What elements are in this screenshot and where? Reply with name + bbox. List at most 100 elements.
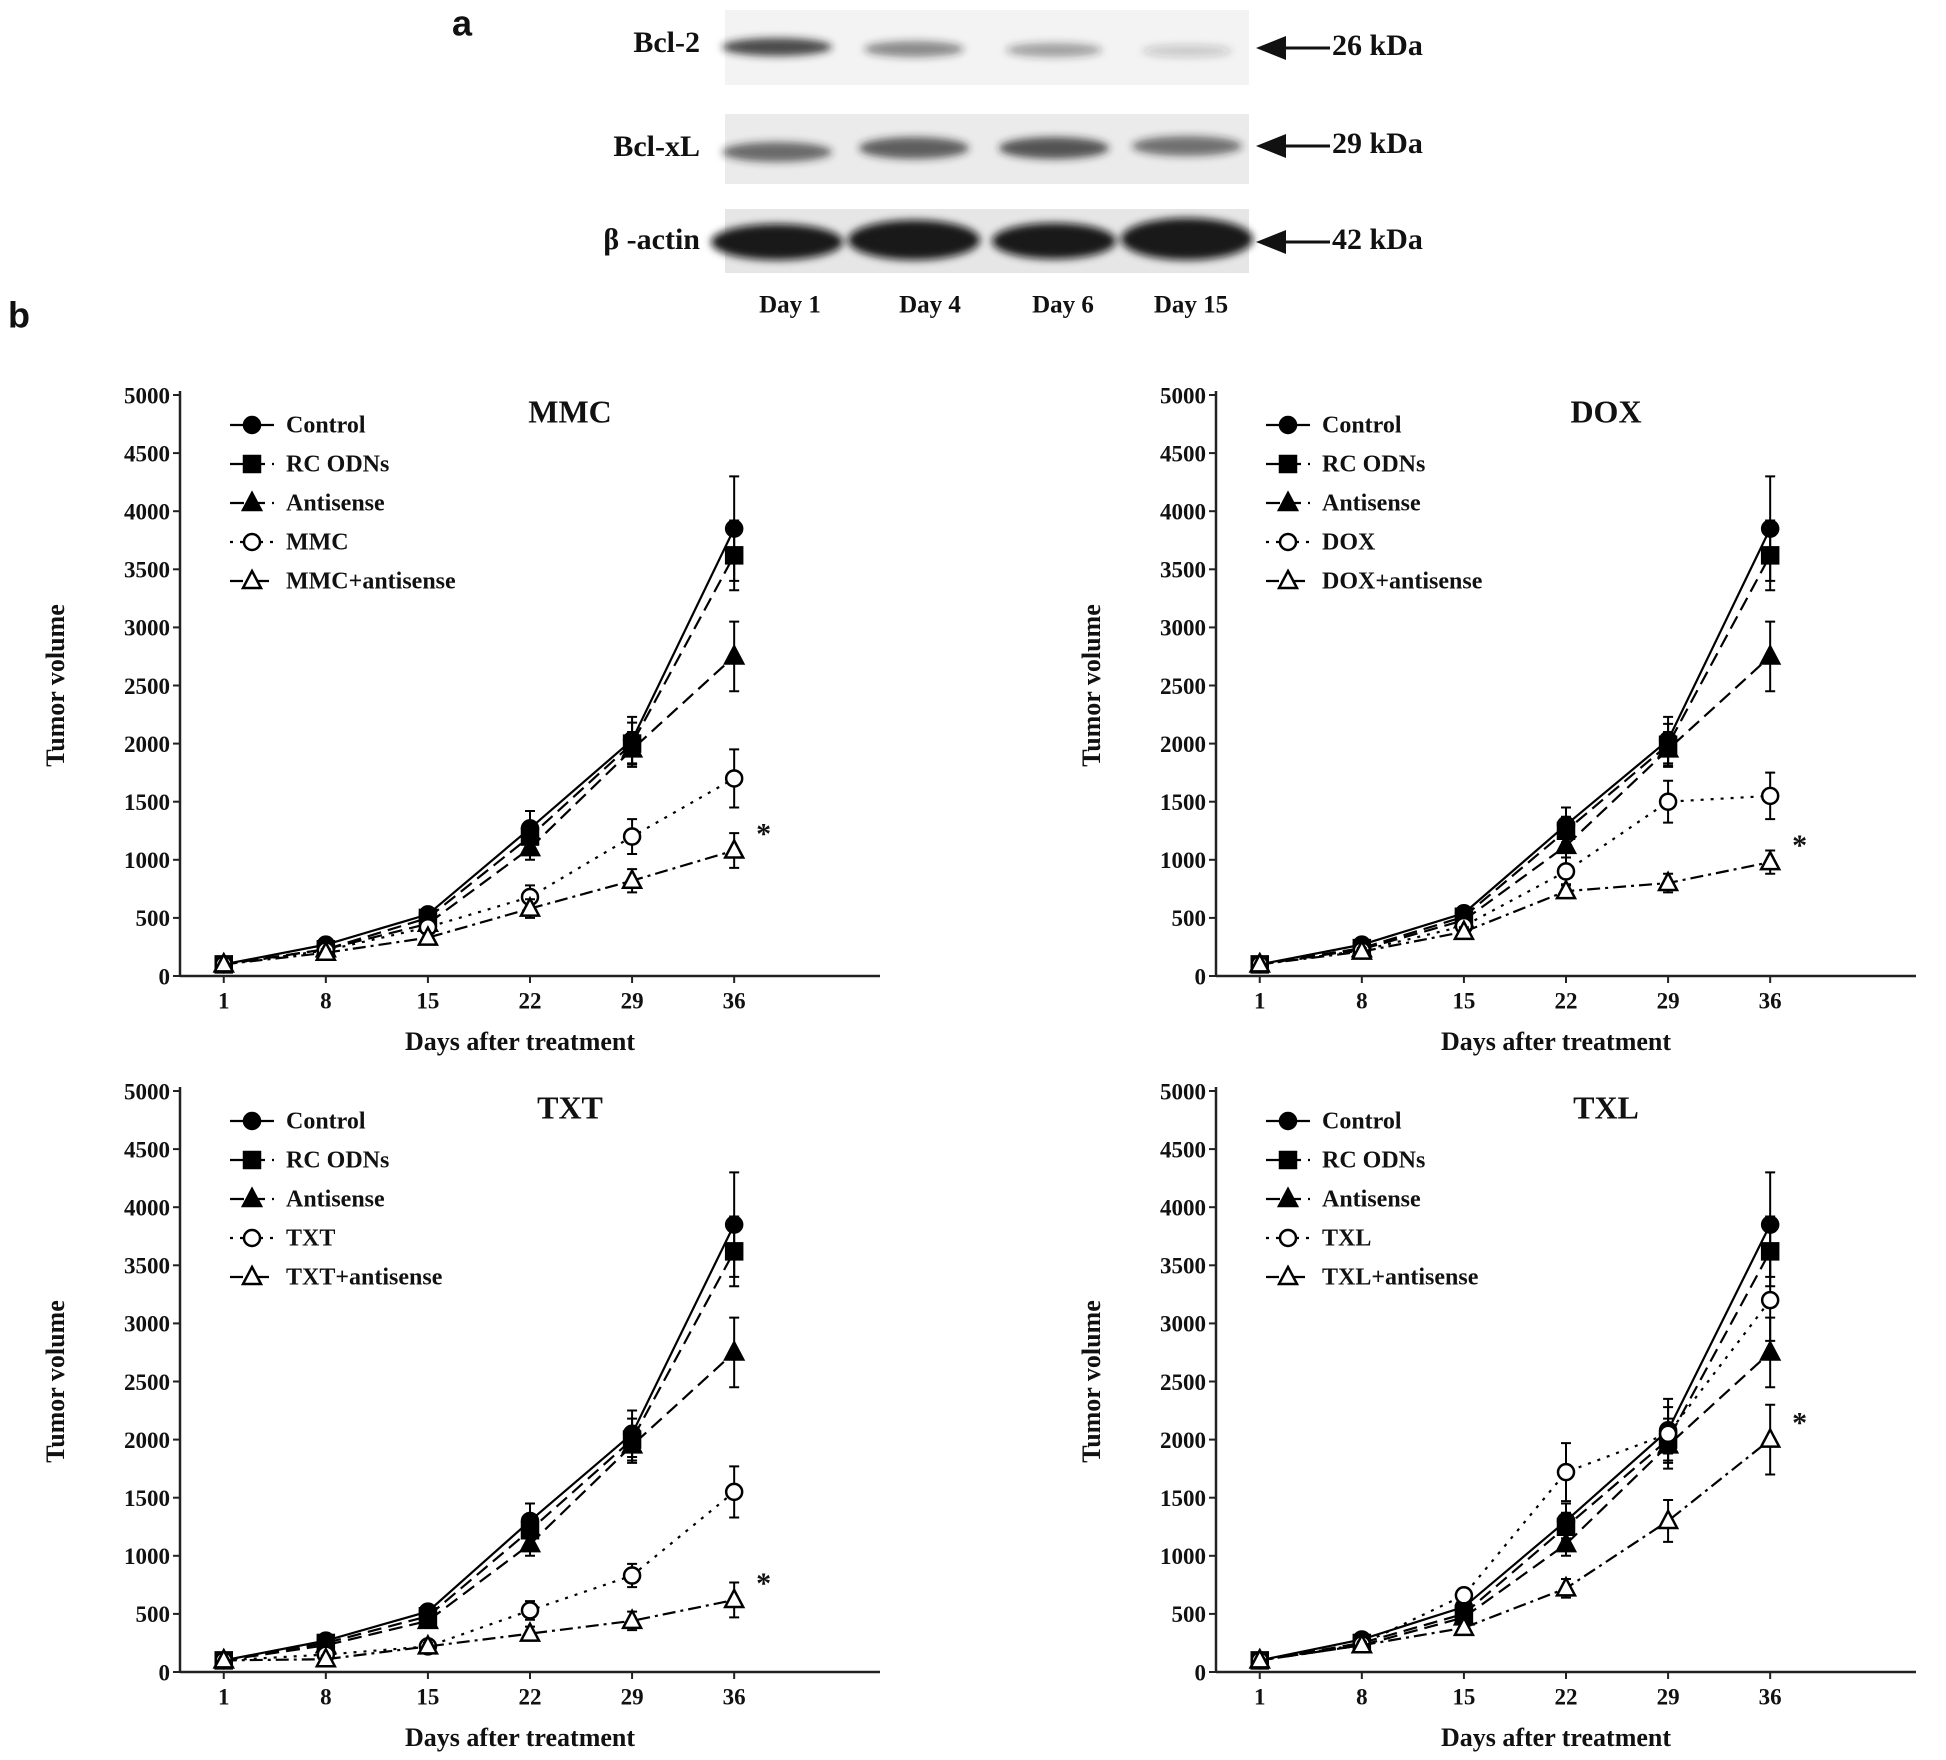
marker (1657, 1508, 1680, 1530)
series-line (223, 528, 736, 966)
x-tick-label: 22 (519, 1684, 542, 1709)
annotation: * (756, 1567, 771, 1600)
row-label: Bcl-xL (613, 130, 700, 163)
marker (212, 951, 235, 973)
marker (518, 835, 542, 857)
y-tick-label: 5000 (1160, 383, 1206, 408)
y-tick-label: 0 (1195, 1660, 1207, 1685)
annotation: * (1792, 829, 1807, 862)
series-line (1259, 794, 1771, 966)
y-tick-label: 5000 (124, 1079, 170, 1104)
legend-label: RC ODNs (1322, 452, 1425, 478)
y-tick-label: 4500 (1160, 441, 1206, 466)
band (864, 41, 964, 57)
y-tick-label: 500 (136, 906, 171, 931)
legend-label: Antisense (286, 491, 385, 517)
x-tick-label: 1 (1254, 1684, 1266, 1709)
x-tick-label: 8 (320, 1684, 332, 1709)
x-tick-label: 8 (320, 988, 332, 1013)
y-tick-label: 1500 (1160, 1486, 1206, 1511)
marker (1350, 938, 1373, 960)
y-axis-label: Tumor volume (41, 604, 70, 767)
marker (1760, 786, 1780, 806)
y-tick-label: 5000 (1160, 1079, 1206, 1104)
row-label: β -actin (603, 223, 700, 256)
series-line (1259, 1250, 1772, 1662)
y-tick-label: 0 (1195, 964, 1207, 989)
y-tick-label: 3000 (1160, 616, 1206, 641)
series-line (223, 1491, 735, 1662)
y-tick-label: 0 (159, 964, 171, 989)
legend-label: DOX (1322, 530, 1376, 556)
series-line (1259, 1351, 1771, 1662)
series-line (1259, 554, 1772, 966)
x-tick-label: 29 (1657, 988, 1680, 1013)
legend-marker (242, 454, 262, 474)
marker (1760, 1242, 1780, 1261)
panel-label: b (8, 295, 30, 336)
legend-label: MMC+antisense (286, 569, 456, 595)
legend-marker (240, 1264, 264, 1286)
marker (724, 546, 744, 565)
legend-marker (242, 1150, 262, 1170)
marker (621, 1432, 644, 1454)
chart: 0 500 1000 1500 2000 2500 3000 3500 4000 4500 5000… (41, 1079, 880, 1752)
x-tick-label: 36 (1759, 1684, 1782, 1709)
chart-title: MMC (528, 393, 612, 429)
legend-marker (240, 1186, 264, 1208)
marker (1452, 919, 1475, 941)
chart-title: DOX (1570, 393, 1641, 429)
marker (621, 868, 644, 889)
y-tick-label: 1500 (1160, 790, 1206, 815)
y-tick-label: 3000 (124, 1312, 170, 1337)
annotation: * (1792, 1406, 1807, 1439)
y-tick-label: 2000 (1160, 1428, 1206, 1453)
y-tick-label: 0 (159, 1660, 171, 1685)
legend-marker (1276, 1264, 1300, 1286)
legend-marker (1276, 1186, 1300, 1208)
legend-marker (1278, 1150, 1298, 1170)
x-tick-label: 22 (1555, 988, 1578, 1013)
y-tick-label: 3500 (1160, 558, 1206, 583)
legend-label: MMC (286, 530, 349, 556)
y-axis-label: Tumor volume (1077, 604, 1106, 767)
y-tick-label: 2500 (124, 674, 170, 699)
band (722, 142, 832, 162)
marker (1452, 1615, 1475, 1637)
x-tick-label: 29 (1657, 1684, 1680, 1709)
marker (724, 1242, 744, 1261)
y-tick-label: 3500 (124, 1254, 170, 1279)
y-tick-label: 3500 (1160, 1254, 1206, 1279)
y-tick-label: 2500 (124, 1370, 170, 1395)
y-axis-label: Tumor volume (1077, 1300, 1106, 1463)
marker (724, 769, 744, 788)
band (1121, 218, 1253, 260)
x-tick-label: 22 (1555, 1684, 1578, 1709)
y-tick-label: 2000 (124, 732, 170, 757)
marker (723, 1587, 746, 1609)
marker (314, 940, 337, 962)
y-tick-label: 1000 (1160, 1544, 1206, 1569)
marker (416, 924, 439, 946)
x-axis-label: Days after treatment (1441, 1027, 1671, 1056)
band (859, 137, 969, 159)
legend-marker (240, 490, 264, 512)
marker (1657, 870, 1680, 892)
legend-label: Control (1322, 413, 1402, 439)
legend-marker (1276, 490, 1300, 512)
lane-label: Day 6 (1032, 292, 1094, 319)
size-label: 26 kDa (1332, 29, 1423, 62)
x-tick-label: 15 (416, 1684, 439, 1709)
legend-label: TXL+antisense (1322, 1265, 1479, 1291)
y-tick-label: 1000 (124, 1544, 170, 1569)
marker (1556, 1462, 1576, 1482)
legend-marker (1278, 532, 1298, 552)
x-tick-label: 1 (218, 988, 230, 1013)
legend-label: Control (286, 413, 366, 439)
legend-marker (1278, 415, 1298, 435)
legend-label: RC ODNs (1322, 1148, 1425, 1174)
marker (1658, 792, 1678, 811)
y-tick-label: 500 (1172, 1602, 1207, 1627)
x-tick-label: 1 (1254, 988, 1266, 1013)
